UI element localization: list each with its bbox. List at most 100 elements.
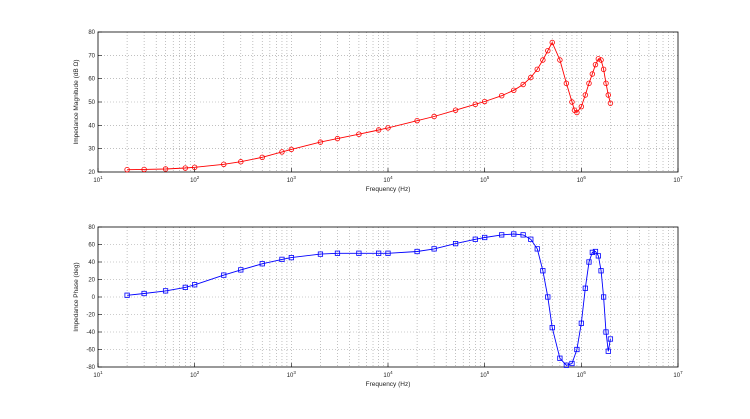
y-tick-label: 70 (88, 53, 95, 59)
data-point (545, 294, 551, 300)
data-point (317, 251, 324, 257)
x-tick-label: 102 (190, 370, 200, 379)
data-point (238, 159, 244, 165)
x-tick-label: 103 (287, 370, 297, 379)
y-tick-label: -80 (86, 365, 95, 371)
y-tick-label: 40 (88, 260, 95, 266)
data-point (578, 320, 584, 326)
data-point (589, 71, 596, 77)
data-point (481, 98, 488, 105)
data-point (549, 325, 555, 331)
data-point (569, 360, 575, 367)
data-point (607, 336, 614, 342)
data-point (540, 57, 546, 63)
data-point (598, 57, 604, 63)
y-tick-label: 30 (88, 147, 95, 153)
data-point (520, 232, 526, 238)
data-point (605, 92, 611, 98)
data-point (221, 161, 227, 167)
data-point (528, 236, 534, 242)
data-point (191, 164, 198, 171)
data-point (603, 80, 609, 87)
data-point (385, 250, 391, 256)
data-point (586, 80, 592, 87)
data-point (582, 285, 588, 291)
y-tick-label: 60 (88, 77, 95, 83)
data-point (498, 92, 505, 99)
x-tick-label: 105 (480, 370, 490, 379)
data-point (334, 250, 341, 256)
chart-panel-2: 101 102 103 104 105 106 107 -80 -60 -40 -20 0 20 40 60… (73, 225, 683, 388)
y-tick-label: 60 (88, 243, 95, 249)
x-tick-label: 104 (383, 175, 393, 184)
x-tick-label: 107 (673, 370, 683, 379)
data-point (520, 81, 526, 88)
data-point (540, 268, 546, 274)
y-tick-label: -20 (86, 313, 95, 319)
data-point (582, 92, 589, 98)
data-point (607, 100, 614, 106)
x-tick-label: 105 (480, 175, 490, 184)
y-axis-label: Impedance Magnitude (dB Ω) (73, 59, 80, 144)
y-tick-label: 50 (88, 100, 95, 106)
data-point (288, 146, 295, 153)
data-point (376, 250, 382, 256)
data-point (317, 139, 324, 145)
data-point (557, 57, 563, 63)
data-point (431, 246, 437, 252)
data-point (511, 231, 517, 237)
data-point (534, 66, 540, 73)
data-point (414, 248, 420, 255)
data-point (586, 259, 592, 265)
data-point (182, 165, 188, 171)
data-point (595, 56, 602, 62)
x-tick-label: 106 (577, 370, 587, 379)
data-point (259, 261, 265, 267)
data-point (545, 47, 551, 54)
data-point (431, 113, 437, 120)
y-tick-label: -40 (86, 330, 95, 336)
data-point (279, 256, 285, 262)
data-point (574, 346, 580, 353)
data-point (334, 135, 341, 142)
x-tick-label: 101 (93, 175, 103, 184)
data-point (452, 107, 459, 113)
data-point (414, 117, 420, 124)
data-point (124, 292, 130, 298)
x-tick-label: 102 (190, 175, 200, 184)
x-tick-label: 106 (577, 175, 587, 184)
data-point (356, 131, 362, 137)
y-axis-label: Impedance Phase (deg) (73, 262, 80, 331)
data-point (162, 166, 169, 172)
data-point (592, 61, 599, 68)
data-point (141, 290, 147, 297)
x-axis-label: Frequency (Hz) (366, 186, 411, 193)
series-line-1 (127, 233, 611, 366)
data-point (192, 282, 198, 288)
data-point (592, 248, 599, 255)
y-tick-label: 80 (88, 30, 95, 36)
data-point (557, 355, 563, 361)
data-point (589, 249, 595, 255)
chart-panel-1: 101 102 103 104 105 106 107 20 30 40 50 60 70 80 Frequ… (73, 30, 683, 193)
data-point (356, 250, 362, 256)
y-tick-label: 80 (88, 225, 95, 231)
data-point (472, 236, 478, 242)
data-point (259, 154, 265, 160)
data-point (279, 149, 285, 155)
y-tick-label: 20 (88, 170, 95, 176)
data-point (603, 329, 609, 335)
data-point (472, 101, 478, 108)
data-point (452, 241, 459, 247)
series-line-1 (127, 41, 611, 171)
data-point (534, 246, 540, 252)
x-tick-label: 104 (383, 370, 393, 379)
data-point (141, 166, 147, 173)
data-point (482, 234, 488, 241)
data-point (124, 166, 130, 173)
data-point (578, 103, 585, 110)
y-tick-label: 40 (88, 123, 95, 129)
x-tick-label: 101 (93, 370, 103, 379)
